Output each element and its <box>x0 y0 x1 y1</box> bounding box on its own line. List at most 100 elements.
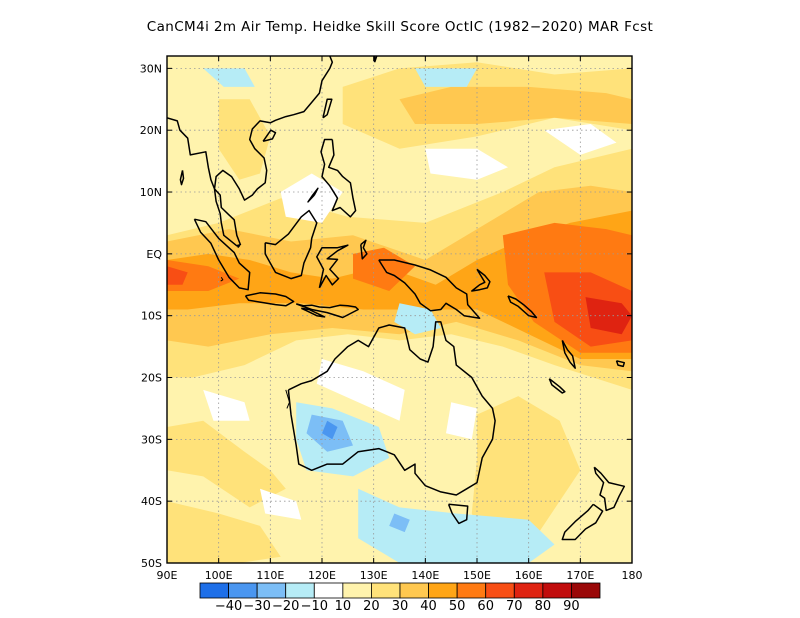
colorbar-label: 40 <box>420 599 437 614</box>
lon-tick-label: 160E <box>515 569 543 582</box>
skill-region-18 <box>394 303 441 335</box>
lon-tick-label: 150E <box>463 569 491 582</box>
skill-region-23 <box>322 420 338 440</box>
lon-tick-label: 110E <box>256 569 284 582</box>
coastline-6 <box>244 292 295 307</box>
coastline-16 <box>167 56 334 247</box>
colorbar-label: 80 <box>535 599 552 614</box>
colorbar-swatch <box>285 582 315 599</box>
coastline-4 <box>378 259 481 319</box>
colorbar-swatch <box>399 582 429 599</box>
skill-shading-layer <box>167 56 632 563</box>
lon-tick-label: 140E <box>411 569 439 582</box>
coastline-19 <box>507 295 538 319</box>
lat-tick-label: 10S <box>141 310 162 323</box>
lon-tick-label: 120E <box>308 569 336 582</box>
axis-ticks: 90E 100E 110E 120E 130E 140E 150E 160E 170E 180 30… <box>140 56 643 582</box>
coastline-18 <box>355 16 372 40</box>
colorbar-swatch <box>371 582 401 599</box>
lon-tick-label: 170E <box>566 569 594 582</box>
coastlines <box>115 16 626 541</box>
lon-tick-label: 130E <box>360 569 388 582</box>
colorbar-swatch <box>228 582 258 599</box>
colorbar-swatch <box>513 582 544 599</box>
coastline-14 <box>262 129 277 143</box>
colorbar: −40 −30 −20 −10 10 20 30 40 50 60 70 80 90 <box>199 582 601 614</box>
colorbar-label: −10 <box>301 599 328 614</box>
coastline-17 <box>373 56 378 63</box>
coastline-24 <box>236 244 241 248</box>
skill-region-3 <box>218 99 271 180</box>
coastline-20 <box>561 340 576 369</box>
coastline-5 <box>193 218 251 291</box>
coastline-23 <box>471 268 491 292</box>
colorbar-swatch <box>485 582 515 599</box>
lat-tick-label: 50S <box>141 557 162 570</box>
chart-title: CanCM4i 2m Air Temp. Heidke Skill Score … <box>146 19 654 35</box>
skill-region-20 <box>415 68 477 87</box>
coastline-11 <box>320 138 357 218</box>
colorbar-label: 10 <box>335 599 352 614</box>
colorbar-swatch <box>456 582 487 599</box>
coastline-10 <box>295 303 359 319</box>
skill-region-14 <box>167 266 188 285</box>
colorbar-swatch <box>542 582 572 599</box>
colorbar-label: 60 <box>477 599 494 614</box>
lat-tick-label: 10N <box>140 186 162 199</box>
lat-tick-label: 40S <box>141 495 162 508</box>
skill-region-22 <box>389 513 410 533</box>
skill-region-8 <box>399 86 632 124</box>
coastline-1 <box>447 503 469 525</box>
skill-region-30 <box>446 402 477 440</box>
skill-region-17 <box>358 488 555 563</box>
colorbar-label: 50 <box>449 599 466 614</box>
skill-region-11 <box>167 260 240 291</box>
coast-detail-1 <box>285 389 291 409</box>
coastline-21 <box>548 378 566 394</box>
coastline-15 <box>115 193 125 216</box>
coastline-7 <box>264 209 318 280</box>
coastline-22 <box>615 360 626 368</box>
colorbar-label: 20 <box>363 599 380 614</box>
coast-detail-0 <box>220 277 224 282</box>
coastline-3 <box>561 503 604 541</box>
skill-region-28 <box>425 148 508 180</box>
coastline-9 <box>360 239 368 260</box>
skill-region-4 <box>167 420 286 508</box>
lon-tick-label: 90E <box>157 569 178 582</box>
skill-region-29 <box>544 124 617 155</box>
lat-tick-label: 30N <box>140 62 162 75</box>
colorbar-swatch <box>571 582 601 599</box>
lat-tick-label: 30S <box>141 433 162 446</box>
skill-region-24 <box>316 359 405 421</box>
lat-tick-label: 20S <box>141 372 162 385</box>
colorbar-swatch <box>313 582 344 599</box>
coastline-0 <box>287 321 496 496</box>
skill-region-25 <box>203 389 250 421</box>
map-frame <box>166 55 633 564</box>
lat-tick-label: EQ <box>146 248 162 261</box>
coastline-25 <box>179 170 185 186</box>
skill-region-19 <box>203 68 255 87</box>
colorbar-label: −40 <box>215 599 242 614</box>
colorbar-label: 30 <box>392 599 409 614</box>
colorbar-label: 90 <box>563 599 580 614</box>
coastline-8 <box>316 244 349 289</box>
lon-tick-label: 100E <box>205 569 233 582</box>
colorbar-swatch <box>199 582 229 599</box>
coastline-2 <box>593 466 626 512</box>
colorbar-swatch <box>342 582 372 599</box>
lat-tick-label: 20N <box>140 124 162 137</box>
colorbar-label: −30 <box>243 599 270 614</box>
colorbar-label: −20 <box>272 599 299 614</box>
skill-region-5 <box>167 501 281 563</box>
skill-region-6 <box>471 396 581 557</box>
coastline-26 <box>300 307 326 318</box>
plot-area <box>115 16 632 563</box>
colorbar-swatch <box>428 582 458 599</box>
coastline-13 <box>322 98 333 119</box>
coastline-12 <box>307 187 319 203</box>
colorbar-swatch <box>256 582 287 599</box>
lon-tick-label: 180 <box>622 569 643 582</box>
